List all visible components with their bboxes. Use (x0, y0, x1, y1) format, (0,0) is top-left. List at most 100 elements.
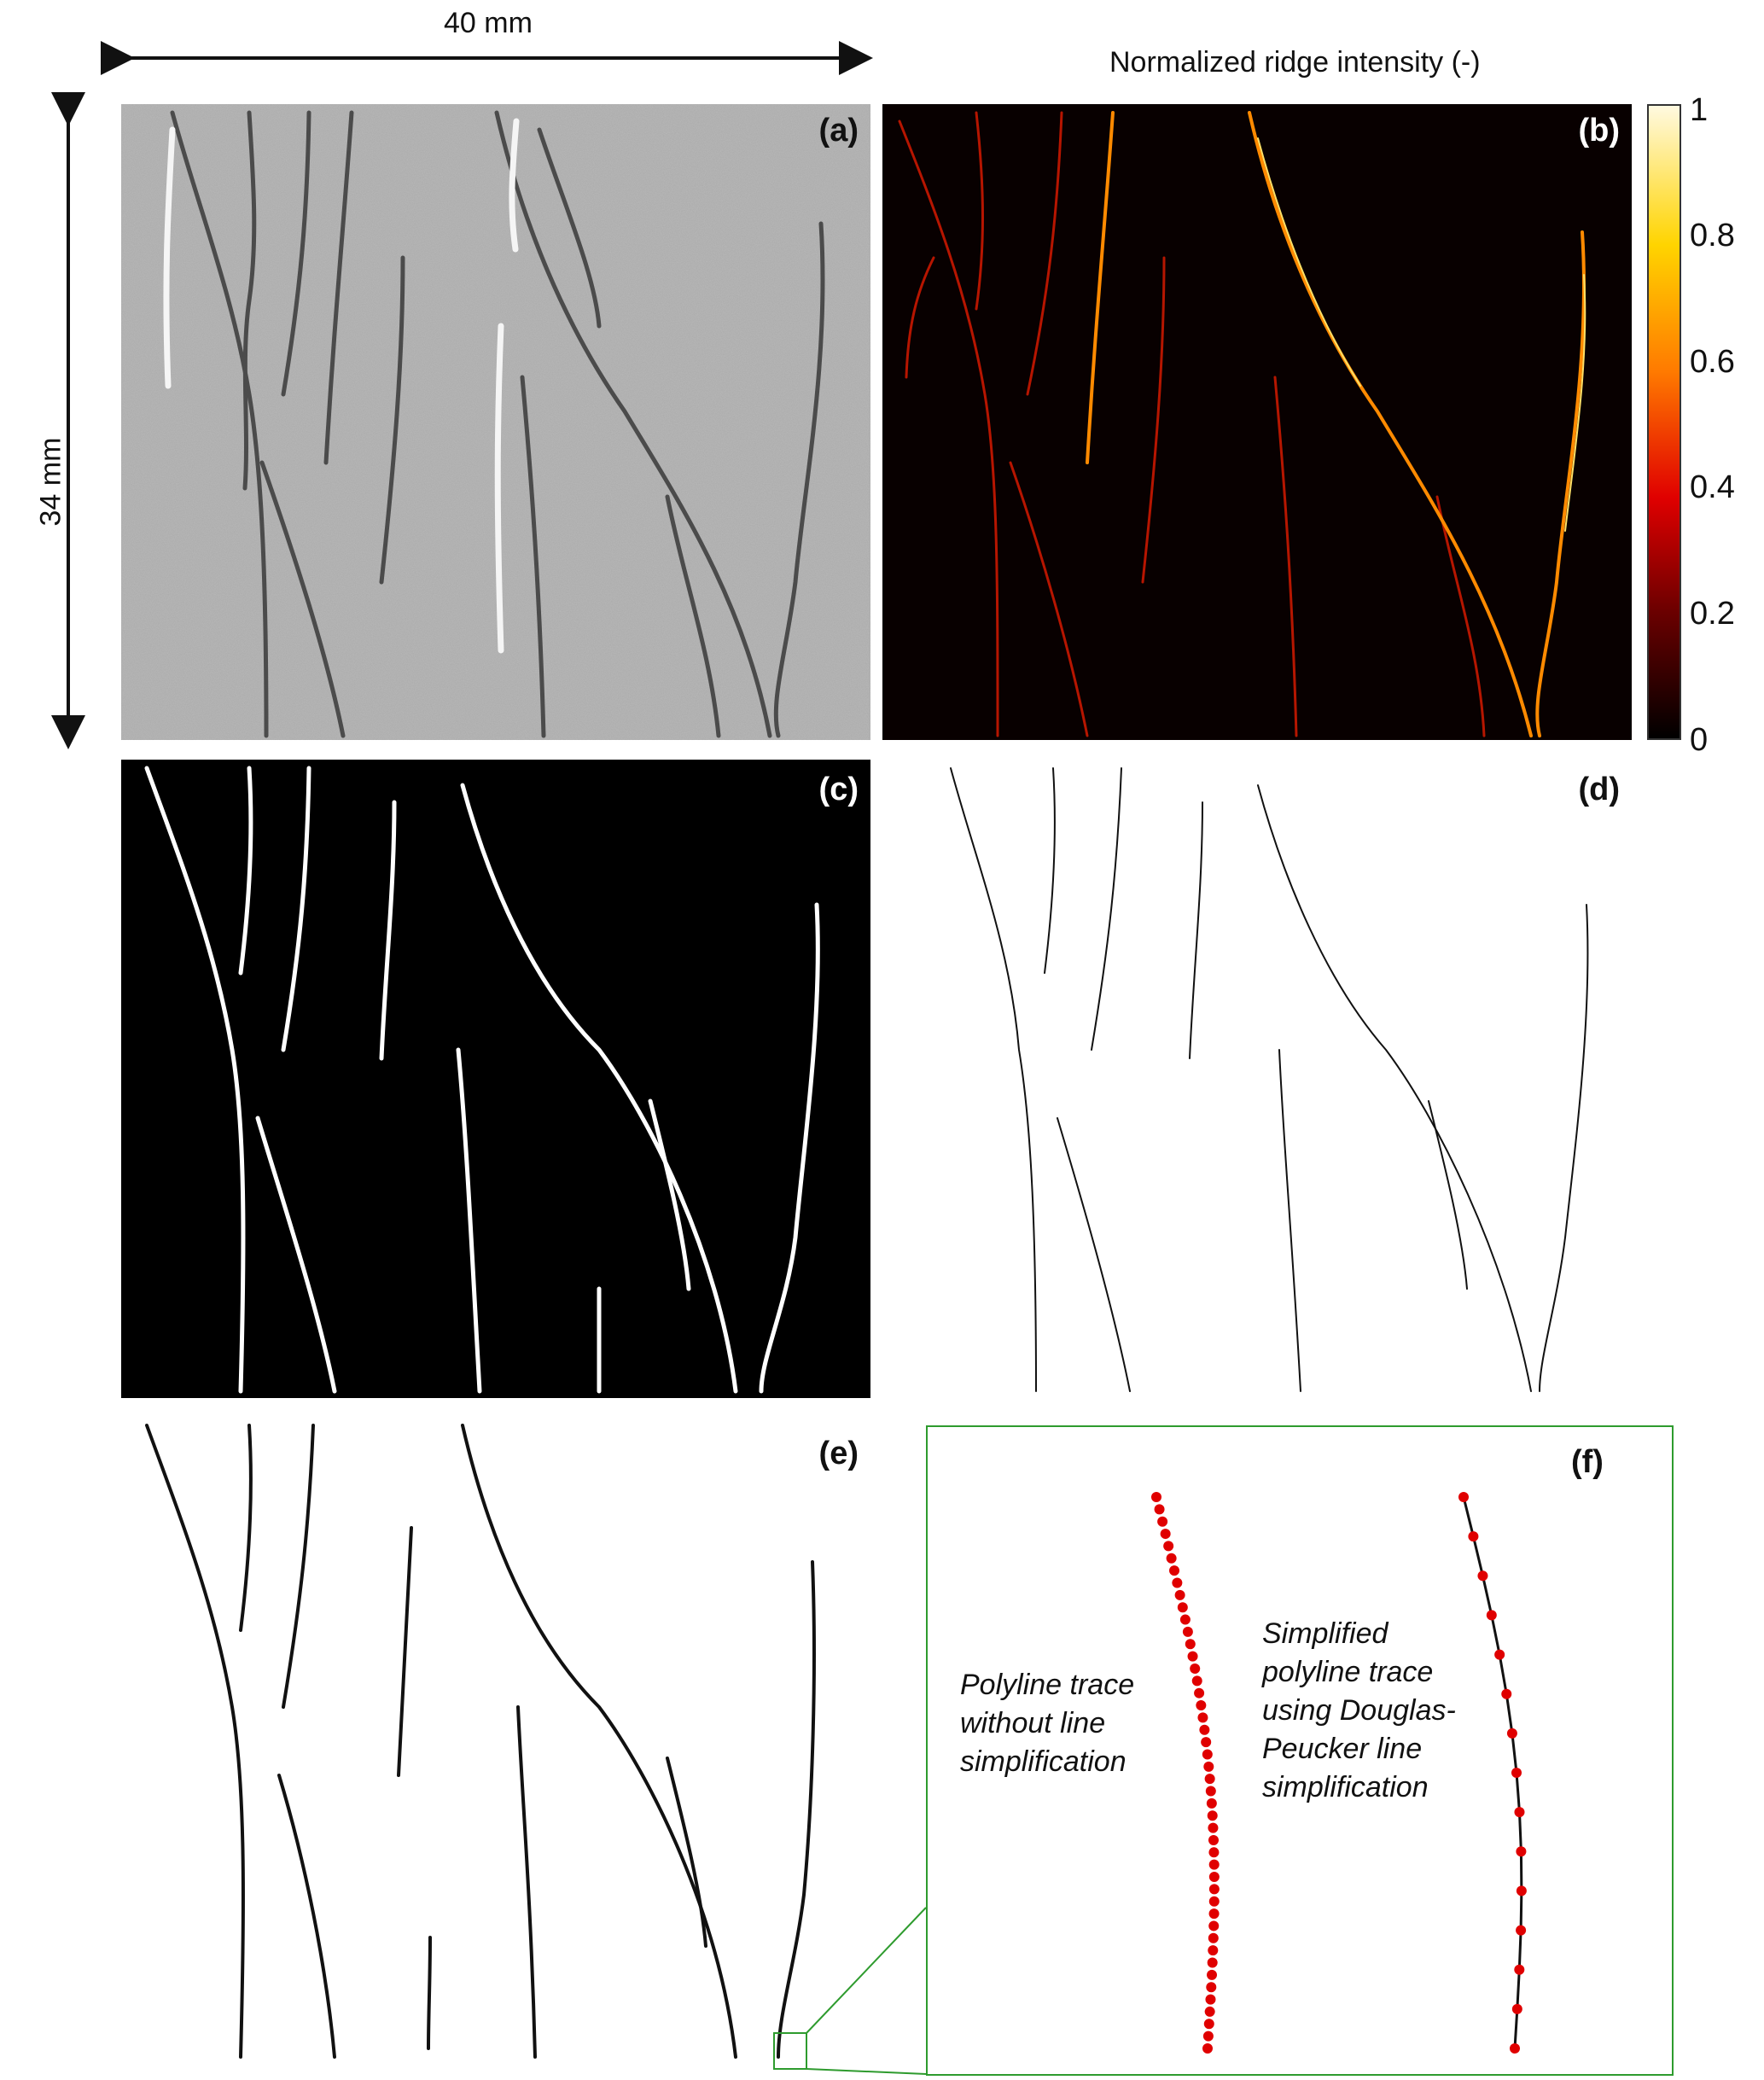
trace-point (1182, 1626, 1193, 1637)
trace-point (1177, 1602, 1188, 1613)
simplified-point (1506, 1728, 1517, 1739)
trace-point (1207, 1810, 1218, 1821)
trace-point (1197, 1712, 1208, 1723)
colorbar-title: Normalized ridge intensity (-) (1109, 46, 1481, 79)
colorbar-tick-0.8: 0.8 (1690, 218, 1735, 253)
simplified-point (1510, 2043, 1520, 2054)
trace-point (1203, 2019, 1214, 2030)
trace-point (1208, 1847, 1220, 1858)
colorbar-tick-0.4: 0.4 (1690, 469, 1735, 505)
trace-point (1191, 1675, 1202, 1687)
left-caption-line-1: Polyline trace (960, 1669, 1135, 1701)
trace-point (1205, 1786, 1216, 1797)
trace-point (1207, 1969, 1218, 1980)
colorbar-tick-1: 1 (1690, 92, 1709, 128)
trace-point (1208, 1884, 1220, 1895)
trace-point (1206, 1797, 1217, 1809)
trace-point (1190, 1663, 1201, 1674)
trace-point (1201, 1737, 1212, 1748)
simplified-point (1511, 1768, 1522, 1778)
trace-point (1208, 1896, 1220, 1907)
trace-point (1160, 1529, 1171, 1540)
trace-point (1187, 1651, 1198, 1662)
trace-point (1185, 1639, 1196, 1650)
right-caption: Simplified polyline trace using Douglas-… (1262, 1615, 1456, 1807)
trace-point (1151, 1492, 1161, 1502)
trace-point (1196, 1700, 1207, 1711)
right-caption-line-4: Peucker line (1262, 1733, 1423, 1765)
trace-point (1208, 1822, 1219, 1833)
panel-c-binary-mask: (c) (121, 760, 870, 1398)
right-caption-line-1: Simplified (1262, 1617, 1388, 1650)
panel-b-ridge-heatmap: (b) (882, 104, 1632, 740)
colorbar-tick-0.2: 0.2 (1690, 596, 1735, 632)
right-caption-line-2: polyline trace (1262, 1656, 1434, 1688)
trace-point (1172, 1577, 1183, 1588)
right-caption-line-3: using Douglas- (1262, 1694, 1456, 1727)
simplified-point (1486, 1610, 1497, 1621)
colorbar (1647, 104, 1681, 740)
ct-fractures (121, 104, 870, 740)
trace-point (1199, 1724, 1210, 1735)
trace-point (1204, 2006, 1215, 2017)
panel-e-polylines: (e) (121, 1417, 870, 2074)
trace-point (1206, 1982, 1217, 1993)
simplified-point (1514, 1964, 1525, 1975)
simplified-point (1477, 1570, 1488, 1582)
trace-point (1205, 1994, 1216, 2005)
left-caption: Polyline trace without line simplificati… (960, 1666, 1134, 1781)
colorbar-tick-0.6: 0.6 (1690, 344, 1735, 380)
panel-a-ct-image: (a) (121, 104, 870, 740)
left-caption-line-2: without line (960, 1707, 1106, 1739)
simplified-point (1494, 1649, 1505, 1660)
colorbar-tick-0: 0 (1690, 722, 1709, 758)
simplified-point (1516, 1885, 1527, 1896)
trace-point (1202, 2043, 1213, 2054)
trace-point (1203, 1761, 1214, 1772)
dense-trace (1151, 1492, 1220, 2054)
trace-point (1208, 1859, 1220, 1870)
trace-point (1208, 1932, 1219, 1943)
inset-traces (1151, 1492, 1527, 2054)
mask-lines (144, 766, 820, 1394)
simplified-point (1501, 1688, 1512, 1699)
panel-a-label: (a) (818, 113, 859, 149)
trace-point (1208, 1908, 1220, 1920)
simplified-point (1511, 2003, 1522, 2014)
simplified-point (1458, 1492, 1469, 1502)
trace-point (1202, 1749, 1213, 1760)
polyline-traces (145, 1424, 816, 2070)
panel-f-inset: (f) Polyline trace without line simplifi… (926, 1425, 1674, 2076)
trace-point (1208, 1920, 1220, 1931)
trace-point (1208, 1834, 1220, 1845)
panel-d-label: (d) (1578, 772, 1620, 807)
trace-point (1174, 1589, 1185, 1600)
trace-point (1166, 1553, 1177, 1564)
simplified-point (1514, 1807, 1525, 1818)
panel-f-label: (f) (1571, 1444, 1604, 1480)
simplified-point (1468, 1531, 1479, 1542)
simplified-point (1516, 1846, 1527, 1857)
trace-point (1169, 1565, 1180, 1576)
trace-point (1157, 1516, 1168, 1527)
trace-point (1202, 2030, 1214, 2042)
trace-point (1207, 1957, 1218, 1968)
ridge-lines (898, 111, 1586, 737)
width-label: 40 mm (444, 7, 533, 39)
zoom-box (773, 2032, 807, 2070)
trace-point (1208, 1945, 1219, 1956)
simplified-point (1516, 1925, 1527, 1936)
panel-d-skeleton: (d) (882, 760, 1632, 1398)
panel-c-label: (c) (818, 772, 859, 807)
left-caption-line-3: simplification (960, 1745, 1127, 1778)
skeleton-lines (950, 767, 1589, 1392)
trace-point (1208, 1872, 1220, 1883)
panel-b-label: (b) (1578, 113, 1620, 149)
trace-point (1163, 1541, 1174, 1552)
trace-point (1194, 1687, 1205, 1698)
panel-e-label: (e) (818, 1436, 859, 1471)
trace-point (1154, 1504, 1165, 1515)
trace-point (1204, 1774, 1215, 1785)
trace-point (1179, 1614, 1191, 1625)
